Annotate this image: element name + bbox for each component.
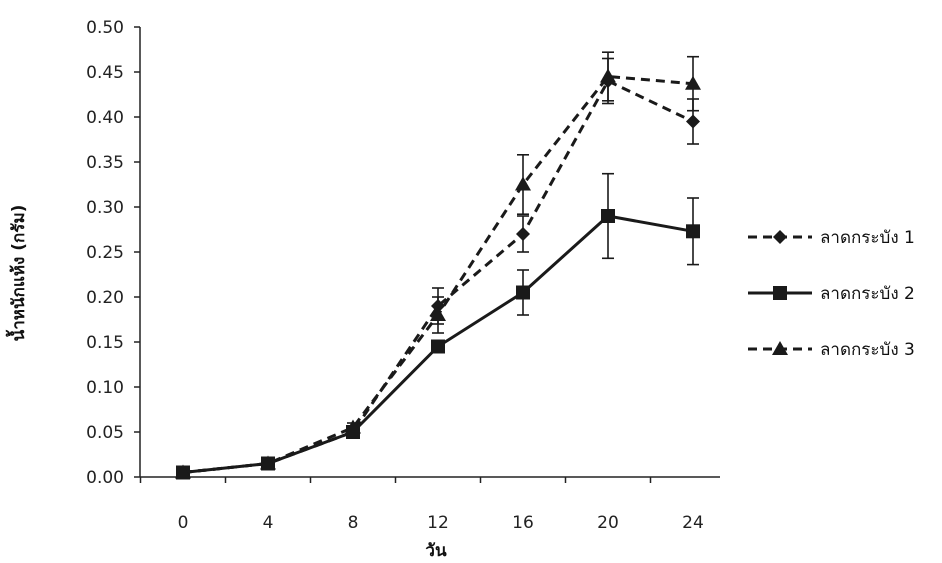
y-tick-label: 0.00: [86, 468, 124, 488]
y-tick-label: 0.40: [86, 108, 124, 128]
data-point: [430, 307, 446, 321]
series-3: [175, 51, 701, 479]
data-point: [431, 339, 445, 354]
data-point: [686, 114, 700, 129]
y-axis-label: น้ำหนักแห้ง (กรัม): [5, 205, 29, 342]
x-tick-label: 4: [263, 513, 274, 533]
y-tick-label: 0.45: [86, 63, 124, 83]
y-tick-label: 0.05: [86, 423, 124, 443]
data-point: [345, 419, 361, 434]
y-tick-label: 0.20: [86, 288, 124, 308]
legend-item-1: ลาดกระบัง 1: [748, 228, 915, 248]
x-tick-label: 12: [427, 513, 449, 533]
y-tick-label: 0.15: [86, 333, 124, 353]
x-tick-label: 0: [178, 513, 189, 533]
x-tick-label: 16: [512, 513, 534, 533]
data-point: [175, 464, 191, 479]
legend-item-3: ลาดกระบัง 3: [748, 340, 915, 360]
series-1: [176, 57, 700, 480]
legend: ลาดกระบัง 1 ลาดกระบัง 2 ลาดกระบัง 3: [748, 228, 915, 360]
data-point: [600, 68, 616, 83]
data-point: [516, 285, 530, 300]
data-point: [260, 455, 276, 470]
y-tick-label: 0.35: [86, 153, 124, 173]
y-tick-label: 0.30: [86, 198, 124, 218]
y-ticks: 0.00 0.05 0.10 0.15 0.20 0.25 0.30 0.35 0.40 0.45…: [86, 18, 140, 488]
y-tick-label: 0.50: [86, 18, 124, 38]
legend-marker: [773, 230, 787, 244]
x-tick-label: 8: [348, 513, 359, 533]
legend-marker: [773, 286, 787, 300]
y-tick-label: 0.10: [86, 378, 124, 398]
legend-marker: [772, 341, 788, 355]
series-group: [175, 51, 701, 480]
series-3-line: [182, 74, 694, 474]
axes: [139, 27, 720, 478]
x-ticks: 0 4 8 12 16 20 24: [139, 477, 704, 533]
x-tick-label: 20: [597, 513, 619, 533]
data-point: [686, 224, 700, 239]
legend-label: ลาดกระบัง 2: [820, 284, 915, 304]
series-1-line: [182, 79, 694, 474]
data-point: [515, 176, 531, 191]
x-tick-label: 24: [682, 513, 704, 533]
legend-label: ลาดกระบัง 1: [820, 228, 915, 248]
data-point: [685, 75, 701, 90]
legend-item-2: ลาดกระบัง 2: [748, 284, 915, 304]
data-point: [601, 209, 615, 223]
y-tick-label: 0.25: [86, 243, 124, 263]
data-point: [516, 227, 530, 241]
legend-label: ลาดกระบัง 3: [820, 340, 915, 360]
x-axis-label: วัน: [425, 541, 447, 561]
